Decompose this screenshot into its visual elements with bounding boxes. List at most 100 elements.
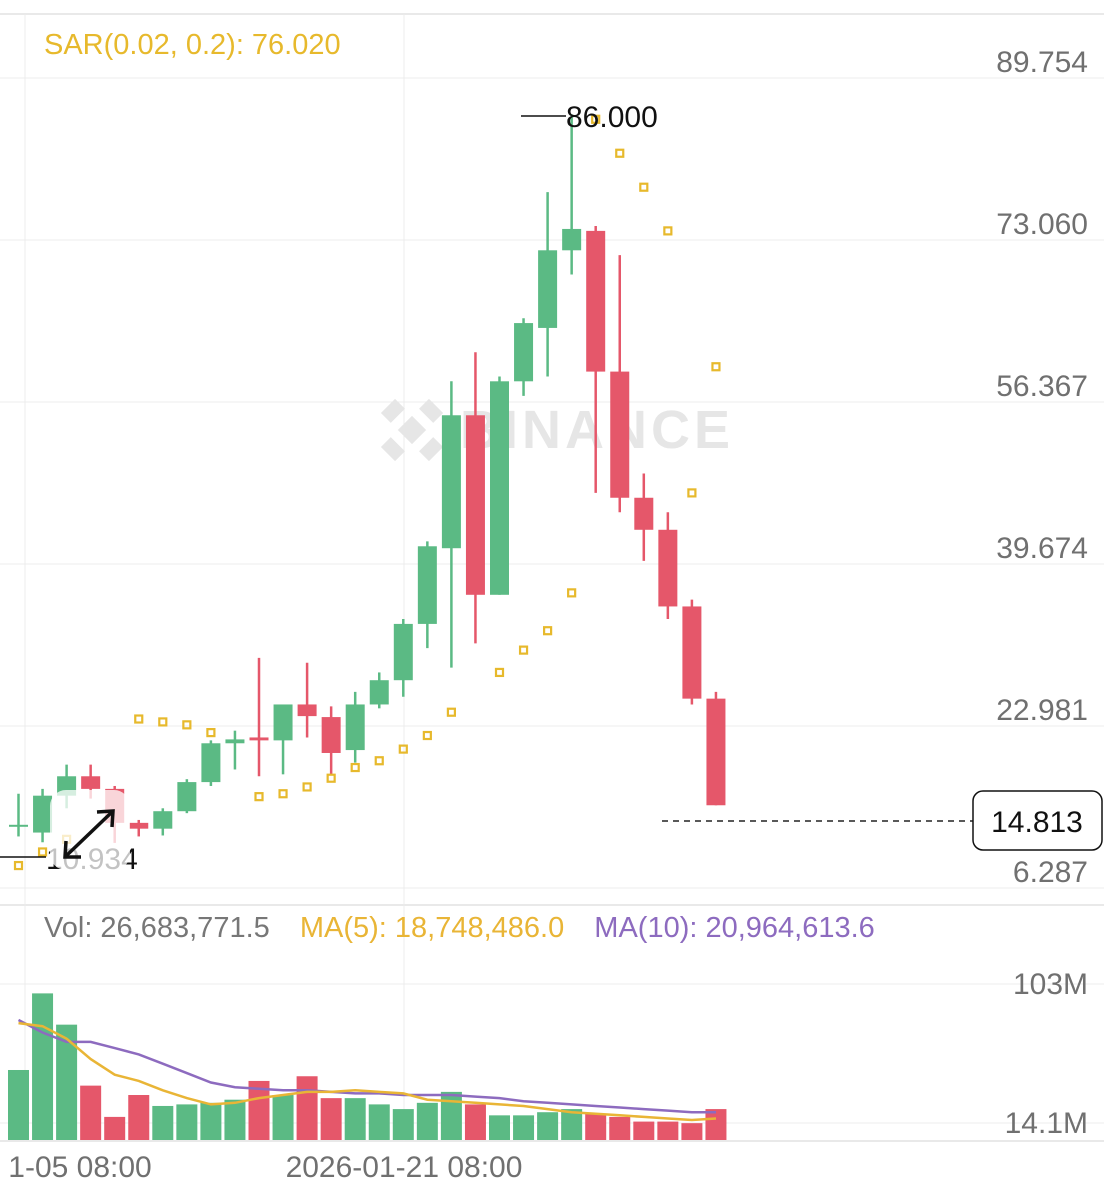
volume-bar <box>489 1115 510 1140</box>
candle-up <box>514 318 534 396</box>
candle-body <box>441 415 461 549</box>
sar-dots <box>13 114 721 871</box>
last-price-marker: 14.813 <box>662 790 1103 851</box>
volume-bar <box>8 1069 29 1140</box>
volume-bar <box>416 1102 438 1140</box>
candle-body <box>417 546 437 624</box>
candle-down <box>610 255 630 513</box>
volume-bar <box>657 1121 679 1140</box>
volume-bar <box>561 1109 583 1140</box>
candle-body <box>706 698 726 806</box>
volume-bar <box>344 1098 366 1140</box>
volume-bar <box>705 1109 727 1140</box>
sar-dot <box>591 114 601 124</box>
expand-arrows-icon[interactable] <box>50 790 130 870</box>
volume-bar <box>200 1102 222 1140</box>
candle-body <box>33 795 53 833</box>
volume-bar <box>513 1115 535 1140</box>
sar-dot <box>278 789 288 799</box>
sar-dot <box>615 148 625 158</box>
sar-dot <box>254 792 264 802</box>
volume-tick-label: 103M <box>1013 968 1088 1001</box>
volume-bar <box>633 1121 655 1140</box>
volume-bar <box>368 1104 390 1140</box>
candle-body <box>273 704 293 741</box>
sar-dot <box>374 756 384 766</box>
candle-down <box>297 662 317 738</box>
ma10-line <box>17 1018 716 1114</box>
volume-bar <box>392 1109 414 1140</box>
candle-body <box>9 824 28 827</box>
candle-up <box>562 114 582 275</box>
volume-bar <box>440 1091 462 1140</box>
volume-bar <box>32 993 54 1140</box>
candle-body <box>490 381 509 595</box>
candle-up <box>369 672 389 709</box>
time-axis: 1-05 08:00 2026-01-21 08:00 <box>8 1151 522 1184</box>
price-tick-label: 89.754 <box>996 46 1088 79</box>
candle-down <box>465 352 485 644</box>
candle-body <box>369 680 389 705</box>
sar-dot <box>134 714 144 724</box>
candle-body <box>562 228 582 251</box>
volume-bar <box>272 1095 294 1140</box>
volume-bar <box>296 1076 318 1140</box>
sar-dot <box>158 717 168 727</box>
candle-up <box>201 740 221 786</box>
grid-lines <box>0 13 1104 1142</box>
candle-body <box>682 606 702 699</box>
ma5-label: MA(5): 18,748,486.0 <box>300 912 564 944</box>
sar-dot <box>302 782 312 792</box>
volume-bar <box>681 1123 703 1140</box>
volume-bar <box>80 1085 102 1140</box>
candle-down <box>249 657 269 777</box>
sar-dot <box>37 847 48 857</box>
candle-up <box>441 381 461 668</box>
candle-up <box>393 619 413 697</box>
sar-dot <box>422 730 432 741</box>
volume-bar <box>224 1099 246 1140</box>
candle-down <box>682 599 702 705</box>
volume-tick-label: 14.1M <box>1005 1107 1088 1140</box>
sar-dot <box>663 226 673 236</box>
last-price-label: 14.813 <box>991 806 1083 839</box>
volume-bar <box>248 1080 270 1140</box>
candle-up <box>9 793 28 837</box>
volume-bar <box>320 1098 342 1140</box>
candle-body <box>658 529 678 607</box>
candle-down <box>586 226 606 493</box>
sar-dot <box>350 762 360 773</box>
high-label: 86.000 <box>566 101 658 134</box>
candle-down <box>706 691 726 806</box>
candle-up <box>153 808 173 836</box>
ma-lines <box>17 1018 717 1122</box>
price-axis: 89.754 73.060 56.367 39.674 22.981 6.287 <box>996 46 1088 889</box>
high-annotation: 86.000 <box>521 101 658 134</box>
candle-body <box>610 371 630 498</box>
price-tick-label: 56.367 <box>996 370 1088 403</box>
volume-bar <box>56 1024 78 1140</box>
candle-up <box>33 788 53 843</box>
candle-down <box>658 512 678 620</box>
sar-dot <box>206 728 216 738</box>
volume-bar <box>176 1104 198 1140</box>
candle-down <box>634 473 654 561</box>
volume-axis: 103M 14.1M <box>1005 968 1088 1140</box>
sar-dot <box>542 626 553 636</box>
sar-legend: SAR(0.02, 0.2): 76.020 <box>44 29 341 61</box>
candle-body <box>201 743 221 783</box>
vol-label: Vol: 26,683,771.5 <box>44 912 270 944</box>
sar-dot <box>326 773 336 783</box>
candle-up <box>417 541 437 649</box>
sar-dot <box>494 667 505 678</box>
candle-body <box>321 717 341 753</box>
volume-bar <box>128 1095 150 1140</box>
candle-body <box>465 415 485 595</box>
candle-up <box>225 730 245 770</box>
sar-dot <box>13 860 24 871</box>
candle-down <box>321 706 341 775</box>
sar-dot <box>446 707 456 717</box>
candle-body <box>249 737 269 741</box>
candles <box>9 114 726 843</box>
